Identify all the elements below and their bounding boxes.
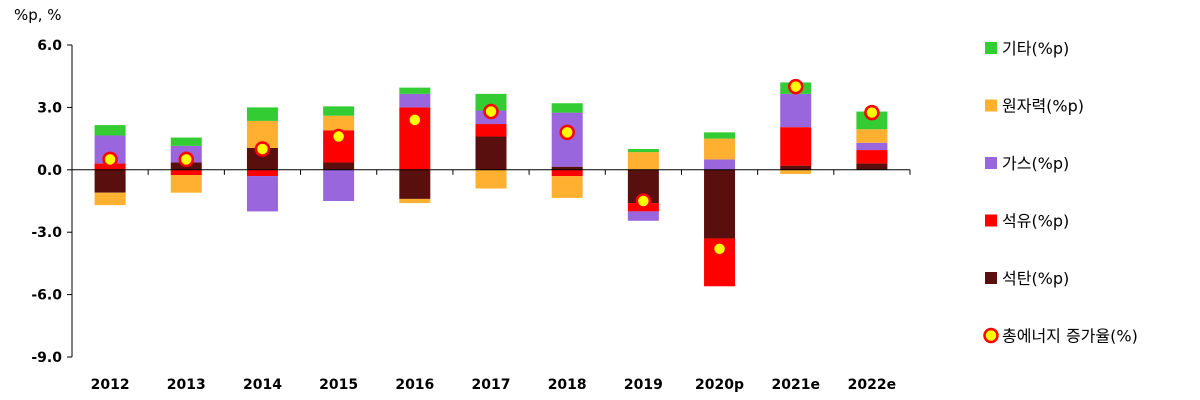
bar-segment xyxy=(780,127,812,166)
total-growth-marker xyxy=(102,151,118,168)
bar-segment xyxy=(551,103,583,113)
bar-segment xyxy=(475,93,507,111)
total-growth-marker xyxy=(635,193,652,209)
x-tick-label: 2020p xyxy=(695,377,744,393)
x-tick-label: 2013 xyxy=(167,377,206,393)
legend-label: 원자력(%p) xyxy=(1002,97,1084,116)
total-growth-marker xyxy=(407,112,423,128)
legend-swatch xyxy=(985,157,997,169)
bar-segment xyxy=(627,152,659,170)
x-tick-label: 2015 xyxy=(319,377,358,393)
bar-segment xyxy=(323,169,355,201)
bar-segment xyxy=(246,176,278,212)
legend-label: 총에너지 증가율(%) xyxy=(1002,327,1138,346)
bar-segment xyxy=(246,107,278,121)
bar-segment xyxy=(94,192,126,206)
bar-segment xyxy=(780,169,812,174)
bar-segment xyxy=(856,163,888,170)
total-growth-marker xyxy=(483,103,499,120)
bar-segment xyxy=(246,169,278,177)
bar-segment xyxy=(780,93,812,128)
x-tick-label: 2017 xyxy=(472,377,511,393)
bar-segment xyxy=(475,136,507,170)
x-tick-label: 2016 xyxy=(395,377,434,393)
legend-marker xyxy=(983,327,999,344)
total-growth-marker xyxy=(178,151,195,168)
legend-label: 기타(%p) xyxy=(1002,39,1069,58)
total-growth-marker xyxy=(864,104,880,121)
total-growth-marker xyxy=(787,78,804,95)
bar-segment xyxy=(94,125,126,136)
total-growth-marker xyxy=(559,124,575,141)
bar-segment xyxy=(704,132,736,139)
bar-segment xyxy=(627,211,659,221)
bar-segment xyxy=(399,87,431,94)
bar-segment xyxy=(704,138,736,160)
bar-segment xyxy=(323,115,355,131)
bar-segment xyxy=(856,111,888,130)
x-tick-label: 2018 xyxy=(548,377,587,393)
bar-segment xyxy=(399,93,431,108)
bar-segment xyxy=(475,169,507,189)
bar-segment xyxy=(780,165,812,170)
bar-segment xyxy=(399,169,431,199)
legend-swatch xyxy=(985,99,997,112)
bar-segment xyxy=(399,198,431,204)
bar-segment xyxy=(170,169,202,175)
y-tick-label: -9.0 xyxy=(31,350,62,366)
x-tick-label: 2012 xyxy=(91,377,130,393)
x-tick-label: 2022e xyxy=(848,377,896,393)
legend-label: 석탄(%p) xyxy=(1002,269,1069,288)
bar-segment xyxy=(551,166,583,170)
y-tick-label: 3.0 xyxy=(37,100,62,116)
bar-segment xyxy=(704,169,736,239)
bar-segment xyxy=(551,169,583,177)
bar-segment xyxy=(475,124,507,137)
x-tick-label: 2019 xyxy=(624,377,663,393)
total-growth-marker xyxy=(330,128,347,145)
legend-label: 석유(%p) xyxy=(1002,212,1069,231)
x-tick-label: 2021e xyxy=(771,377,819,393)
bar-segment xyxy=(704,159,736,170)
bar-segment xyxy=(323,162,355,170)
total-growth-marker xyxy=(711,241,728,257)
bar-segment xyxy=(856,142,888,151)
total-growth-marker xyxy=(254,141,271,157)
y-tick-label: 0.0 xyxy=(37,163,62,179)
bar-segment xyxy=(170,175,202,193)
y-tick-label: 6.0 xyxy=(37,38,62,54)
bar-segment xyxy=(246,147,278,170)
legend-label: 가스(%p) xyxy=(1002,154,1069,173)
bar-segment xyxy=(627,149,659,153)
x-tick-label: 2014 xyxy=(243,377,282,393)
bar-segment xyxy=(170,137,202,146)
y-tick-label: -3.0 xyxy=(31,225,62,241)
legend-swatch xyxy=(985,214,997,227)
unit-label: %p, % xyxy=(14,6,62,24)
bar-segment xyxy=(94,169,126,193)
y-tick-label: -6.0 xyxy=(31,288,62,304)
bar-segment xyxy=(323,106,355,116)
bar-segment xyxy=(856,129,888,143)
bar-segment xyxy=(551,176,583,198)
bar-segment xyxy=(856,150,888,164)
legend-swatch xyxy=(985,272,997,284)
legend-swatch xyxy=(985,42,997,54)
